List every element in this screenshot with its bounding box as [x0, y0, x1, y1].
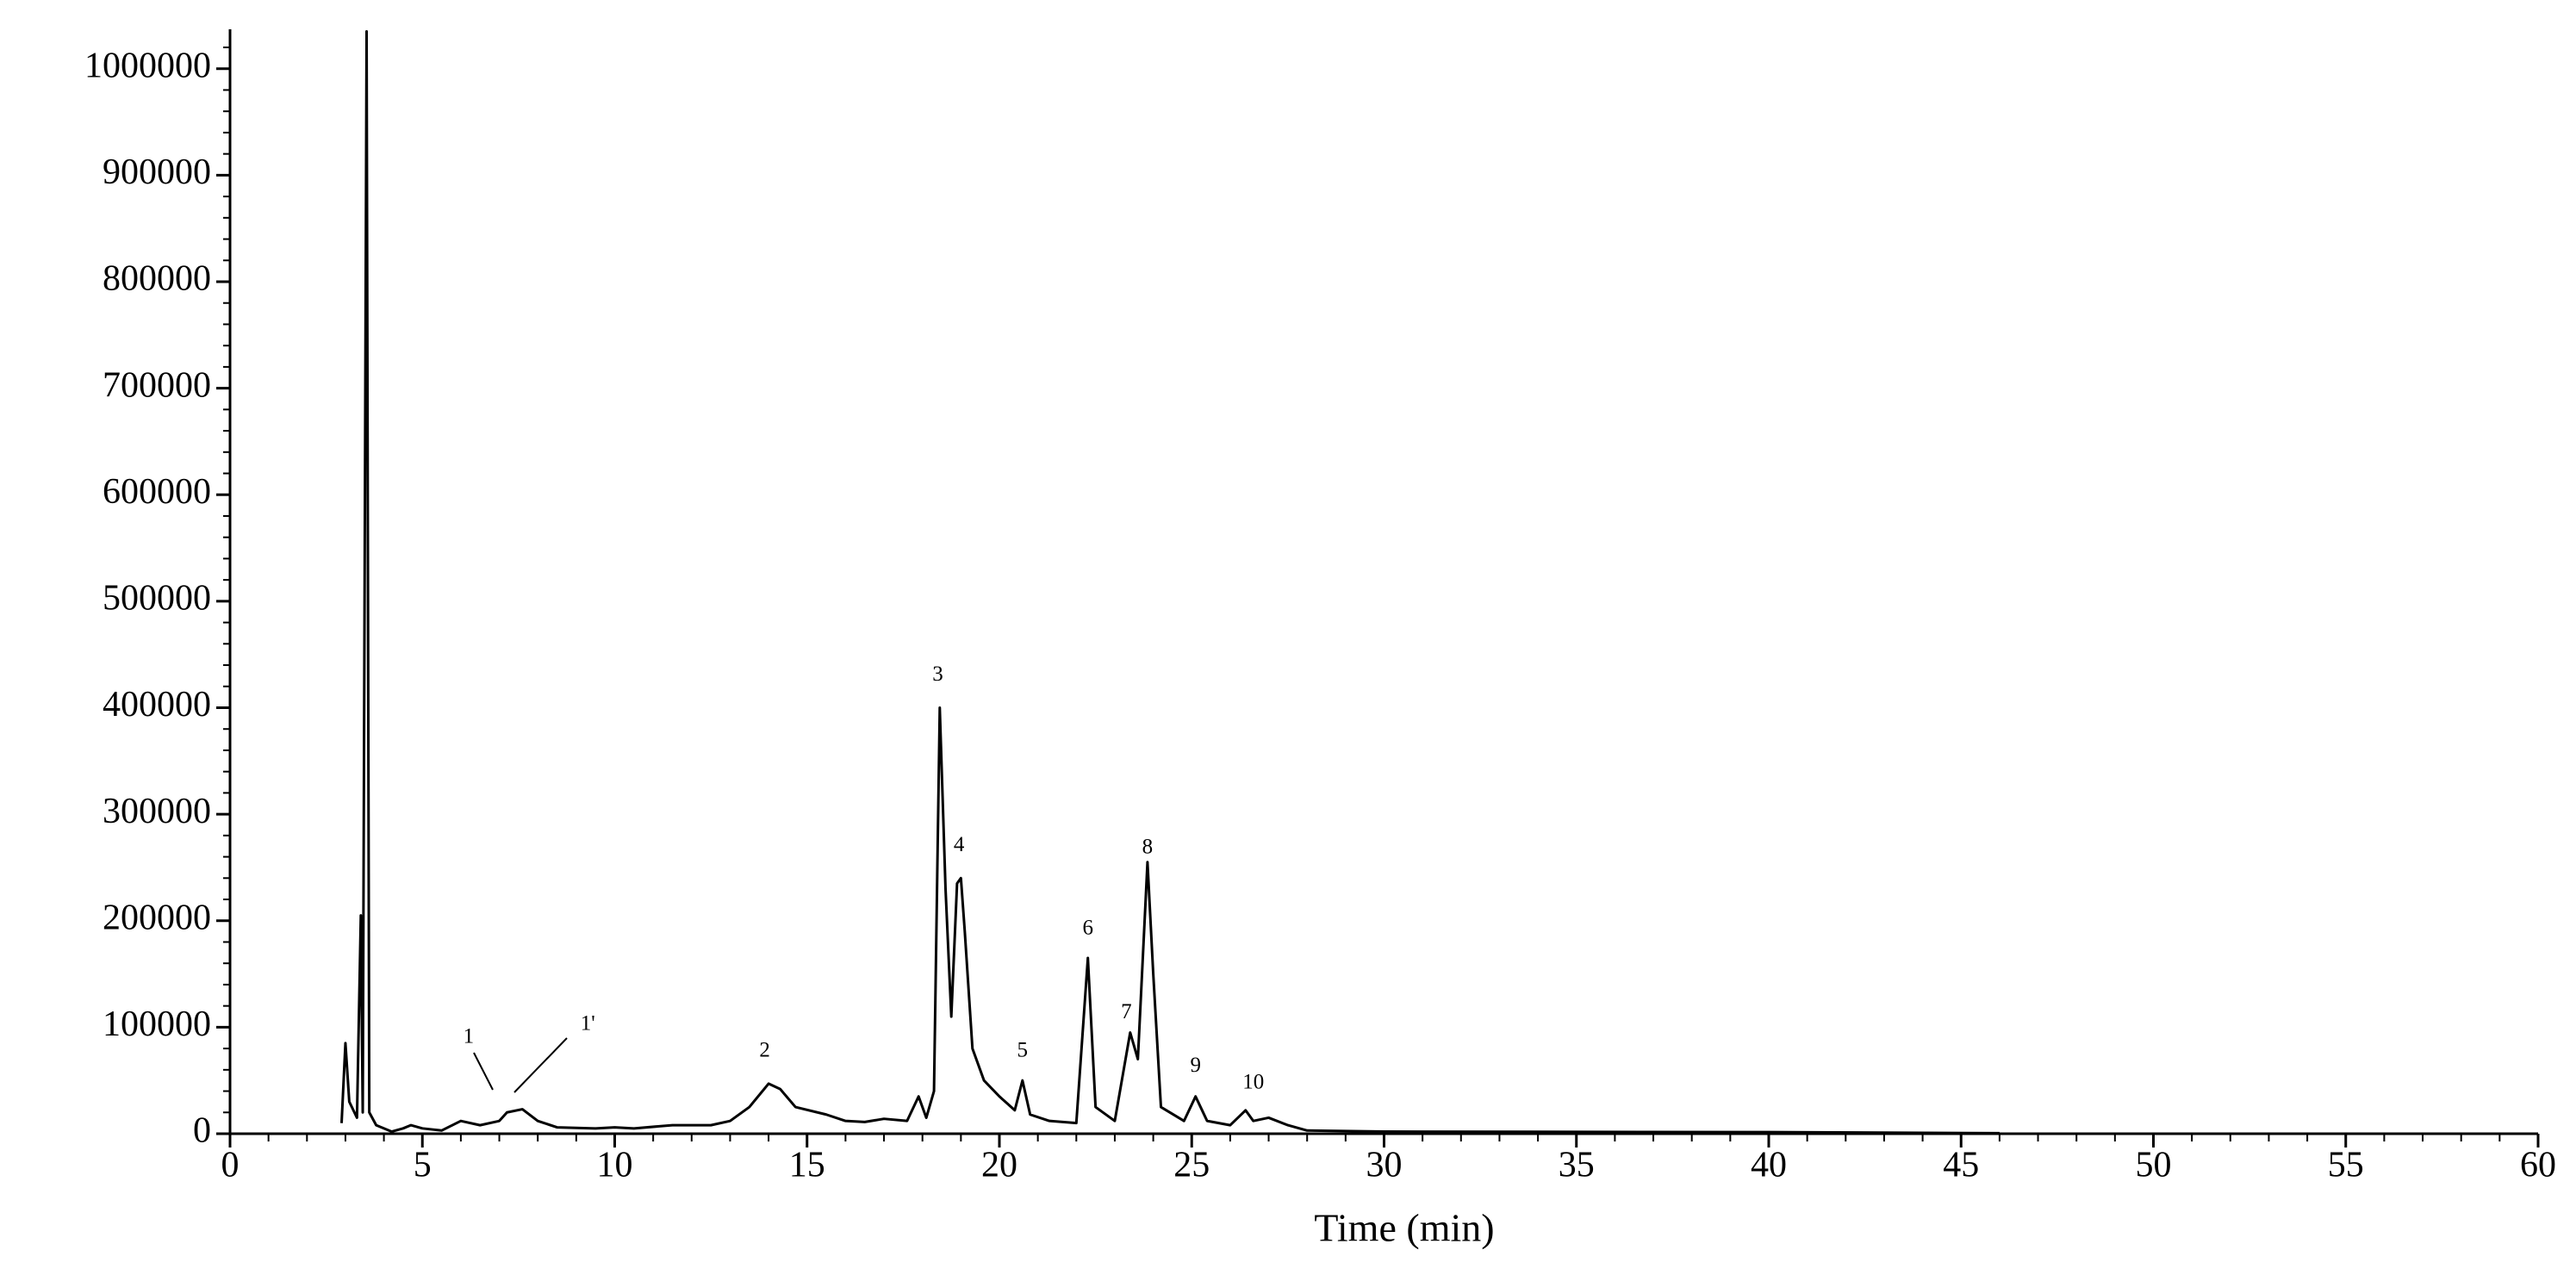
- y-tick-label: 900000: [103, 152, 211, 192]
- leader-line: [473, 1052, 494, 1091]
- peak-label: 3: [932, 662, 943, 686]
- x-tick-label: 60: [2520, 1146, 2556, 1185]
- peak-label: 9: [1190, 1054, 1201, 1077]
- leader-line: [513, 1037, 568, 1093]
- peak-label: 1: [464, 1024, 475, 1048]
- x-tick-label: 45: [1943, 1146, 1979, 1185]
- peak-label: 10: [1242, 1071, 1264, 1094]
- y-tick-label: 700000: [103, 365, 211, 405]
- x-tick-label: 15: [789, 1146, 825, 1185]
- y-tick-label: 600000: [103, 472, 211, 512]
- x-tick-label: 30: [1366, 1146, 1403, 1185]
- peak-label: 5: [1017, 1039, 1029, 1062]
- trace: [339, 29, 2000, 1135]
- y-tick-label: 100000: [103, 1004, 211, 1044]
- x-tick-label: 20: [981, 1146, 1017, 1185]
- y-tick-label: 800000: [103, 259, 211, 299]
- x-tick-label: 5: [414, 1146, 432, 1185]
- peak-label: 8: [1142, 835, 1154, 858]
- y-tick-label: 500000: [103, 579, 211, 619]
- x-tick-label: 40: [1751, 1146, 1787, 1185]
- peak-label: 2: [759, 1039, 770, 1062]
- peak-label: 7: [1121, 1000, 1132, 1023]
- y-tick-label: 200000: [103, 898, 211, 937]
- peak-label: 6: [1082, 916, 1093, 939]
- y-tick-label: 0: [193, 1111, 211, 1151]
- peak-label: 4: [954, 833, 965, 856]
- y-tick-label: 1000000: [84, 46, 211, 85]
- x-axis-title: Time (min): [1314, 1206, 1494, 1250]
- x-tick-label: 35: [1559, 1146, 1595, 1185]
- y-tick-label: 300000: [103, 792, 211, 831]
- peak-label: 1': [581, 1012, 595, 1036]
- x-tick-label: 10: [597, 1146, 633, 1185]
- x-tick-label: 25: [1173, 1146, 1210, 1185]
- x-tick-label: 0: [221, 1146, 240, 1185]
- y-tick-label: 400000: [103, 685, 211, 725]
- x-tick-label: 55: [2328, 1146, 2364, 1185]
- x-tick-label: 50: [2136, 1146, 2172, 1185]
